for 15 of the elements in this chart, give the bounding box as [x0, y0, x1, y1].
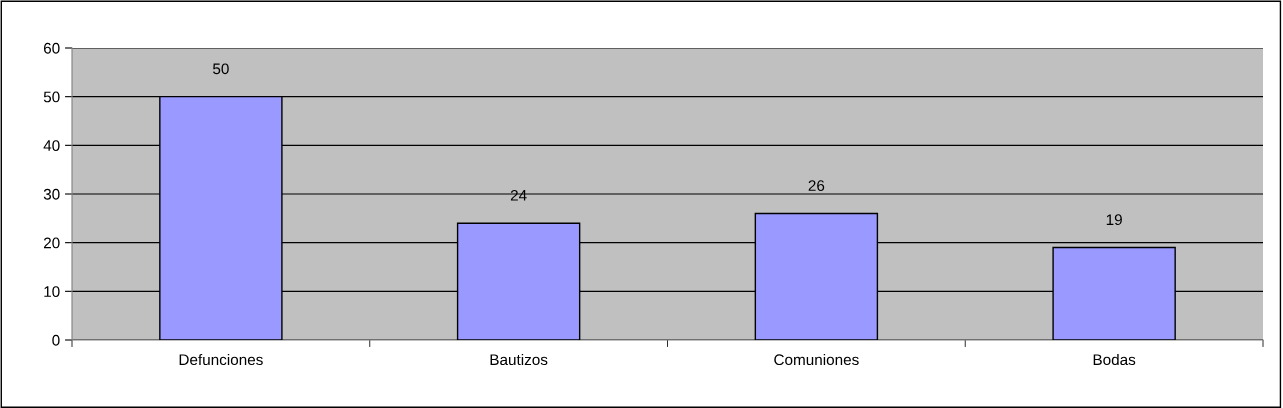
x-tick-label: Bautizos [490, 353, 548, 366]
x-tick-label: Comuniones [774, 353, 859, 366]
data-label: 50 [212, 63, 229, 75]
y-tick-label: 40 [43, 140, 60, 152]
x-tick-label: Defunciones [179, 353, 263, 366]
y-tick-label: 60 [43, 42, 60, 54]
x-tick-label: Bodas [1093, 353, 1136, 366]
y-tick-label: 20 [43, 237, 60, 249]
y-tick-label: 0 [52, 334, 60, 346]
y-tick-label: 30 [43, 188, 60, 200]
data-label: 26 [808, 180, 825, 191]
data-label: 24 [510, 189, 527, 201]
y-tick-label: 10 [44, 286, 60, 298]
data-label: 19 [1106, 214, 1122, 226]
y-tick-label: 50 [43, 91, 60, 103]
